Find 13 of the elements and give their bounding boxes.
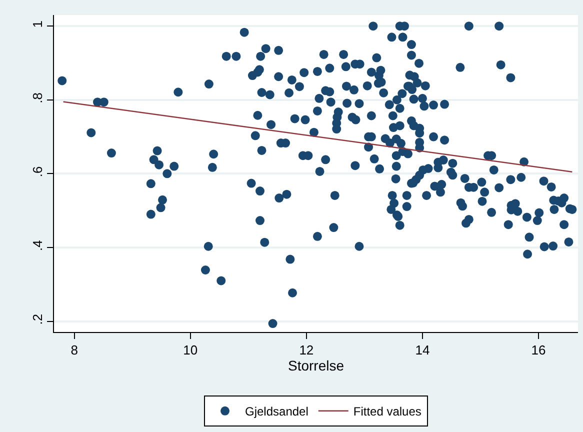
legend-label: Gjeldsandel — [245, 404, 308, 419]
x-tick-label: 16 — [531, 342, 546, 358]
legend-label: Fitted values — [353, 404, 422, 419]
y-tick-label: .4 — [30, 240, 45, 251]
x-tick-label: 10 — [183, 342, 198, 358]
x-tick-label: 8 — [70, 342, 78, 358]
x-axis-title: Storrelse — [288, 358, 344, 374]
y-tick-label: .2 — [30, 314, 45, 325]
x-tick-label: 12 — [299, 342, 314, 358]
x-tick-label: 14 — [415, 342, 430, 358]
y-tick-label: 1 — [30, 20, 45, 28]
y-tick-label: .6 — [30, 166, 45, 178]
y-tick-label: .8 — [30, 92, 45, 104]
